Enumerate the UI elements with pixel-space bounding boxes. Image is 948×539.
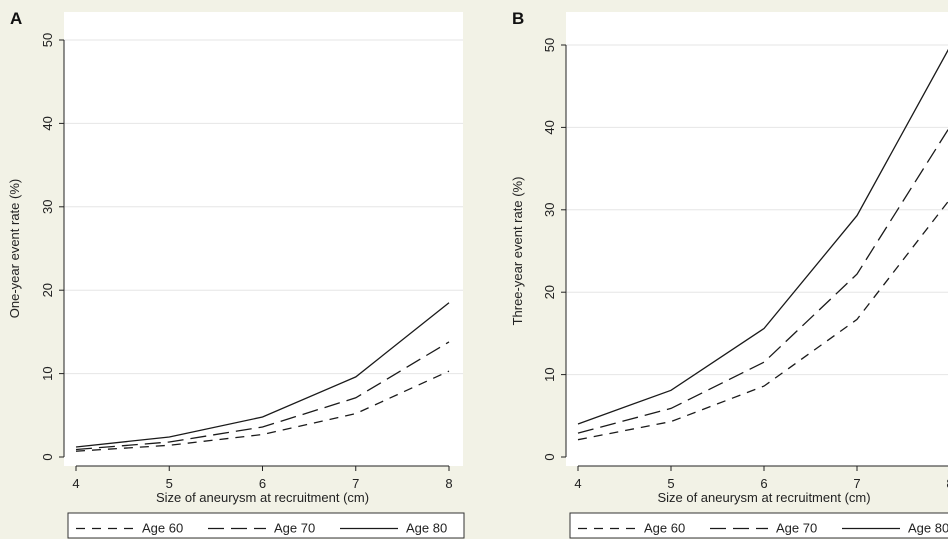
y-tick-label: 0 bbox=[542, 453, 557, 460]
x-tick-label: 4 bbox=[574, 476, 581, 491]
x-axis-title: Size of aneurysm at recruitment (cm) bbox=[657, 490, 870, 505]
series-line-age-80 bbox=[577, 48, 948, 425]
x-axis-title: Size of aneurysm at recruitment (cm) bbox=[156, 490, 369, 505]
y-axis-title: Three-year event rate (%) bbox=[510, 177, 525, 326]
x-tick-label: 6 bbox=[259, 476, 266, 491]
series-line-age-60 bbox=[577, 200, 948, 441]
panel-a: 0 10 20 30 40 50 4 5 6 7 8 One-year event rate (%) S… bbox=[7, 9, 465, 539]
y-tick-label: 0 bbox=[40, 453, 55, 460]
x-tick-label: 8 bbox=[946, 476, 948, 491]
x-tick-label: 5 bbox=[667, 476, 674, 491]
y-tick-label: 30 bbox=[542, 203, 557, 217]
y-tick-label: 50 bbox=[40, 33, 55, 47]
y-tick-label: 10 bbox=[542, 367, 557, 381]
y-tick-label: 20 bbox=[40, 283, 55, 297]
series-line-age-80 bbox=[75, 302, 450, 448]
legend-label: Age 60 bbox=[142, 521, 183, 536]
y-tick-label: 20 bbox=[542, 285, 557, 299]
legend-box bbox=[67, 512, 465, 539]
series-line-age-70 bbox=[75, 341, 450, 451]
y-tick-label: 30 bbox=[40, 200, 55, 214]
y-tick-label: 40 bbox=[40, 116, 55, 130]
y-tick-label: 40 bbox=[542, 120, 557, 134]
legend-label: Age 70 bbox=[274, 521, 315, 536]
legend-label: Age 80 bbox=[406, 521, 447, 536]
legend: Age 60 Age 70 Age 80 bbox=[569, 512, 948, 539]
plot-area bbox=[566, 12, 948, 466]
x-tick-label: 6 bbox=[760, 476, 767, 491]
x-tick-label: 8 bbox=[445, 476, 452, 491]
x-tick-label: 5 bbox=[166, 476, 173, 491]
panel-label: A bbox=[10, 9, 22, 28]
panel-label: B bbox=[512, 9, 524, 28]
x-tick-label: 7 bbox=[352, 476, 359, 491]
legend-label: Age 60 bbox=[644, 521, 685, 536]
legend-label: Age 80 bbox=[908, 521, 948, 536]
legend: Age 60 Age 70 Age 80 bbox=[67, 512, 465, 539]
y-tick-label: 50 bbox=[542, 38, 557, 52]
panel-b: 0 10 20 30 40 50 4 5 6 7 8 Three-year event rate (%… bbox=[510, 9, 948, 539]
legend-box bbox=[569, 512, 948, 539]
plot-area bbox=[64, 12, 463, 466]
x-tick-label: 4 bbox=[72, 476, 79, 491]
legend-label: Age 70 bbox=[776, 521, 817, 536]
y-axis-title: One-year event rate (%) bbox=[7, 179, 22, 318]
y-tick-label: 10 bbox=[40, 366, 55, 380]
x-tick-label: 7 bbox=[853, 476, 860, 491]
